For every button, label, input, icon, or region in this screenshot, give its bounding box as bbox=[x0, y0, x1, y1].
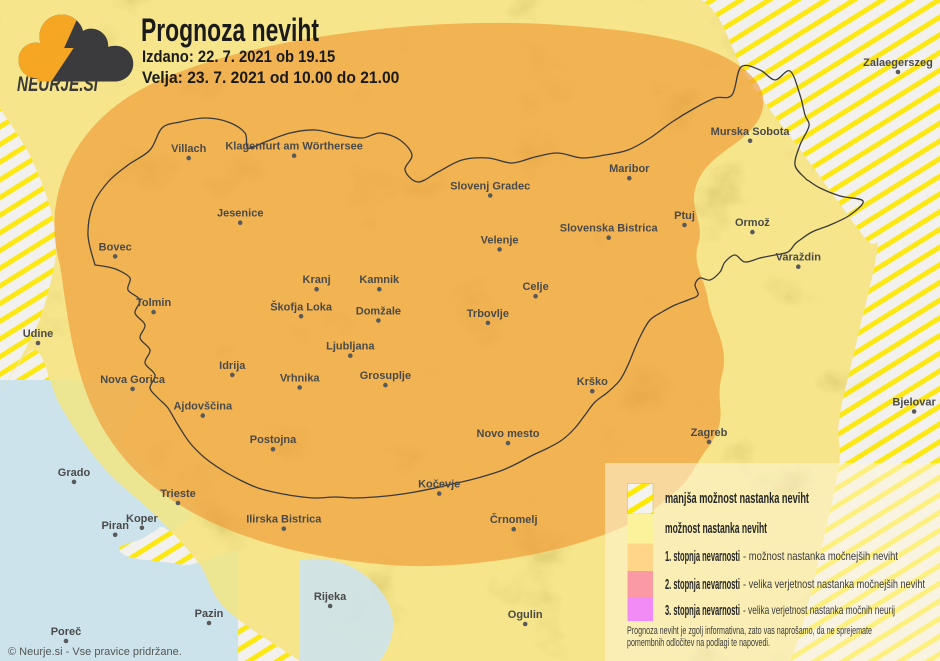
svg-text:© Neurje.si - Vse pravice prid: © Neurje.si - Vse pravice pridržane. bbox=[8, 646, 182, 658]
svg-text:Villach: Villach bbox=[171, 143, 207, 155]
svg-text:- velika verjetnost nastanka m: - velika verjetnost nastanka močnejših n… bbox=[743, 577, 926, 591]
svg-text:Murska Sobota: Murska Sobota bbox=[711, 126, 791, 138]
svg-text:Pazin: Pazin bbox=[195, 608, 224, 620]
svg-text:Rijeka: Rijeka bbox=[314, 591, 347, 603]
svg-text:Maribor: Maribor bbox=[609, 163, 650, 175]
svg-text:Zagreb: Zagreb bbox=[691, 427, 728, 439]
svg-text:Trieste: Trieste bbox=[160, 488, 195, 500]
svg-text:pomembnih odločitev na podlagi: pomembnih odločitev na podlagi te napove… bbox=[627, 637, 770, 649]
svg-text:Ilirska Bistrica: Ilirska Bistrica bbox=[246, 514, 322, 526]
svg-text:Celje: Celje bbox=[522, 281, 548, 293]
svg-text:Vrhnika: Vrhnika bbox=[280, 373, 321, 385]
svg-text:manjša možnost nastanka neviht: manjša možnost nastanka neviht bbox=[665, 490, 809, 507]
svg-text:Kranj: Kranj bbox=[303, 274, 331, 286]
svg-text:Prognoza neviht je zgolj infor: Prognoza neviht je zgolj informativna, z… bbox=[627, 625, 872, 637]
svg-text:Slovenska Bistrica: Slovenska Bistrica bbox=[560, 223, 659, 235]
svg-text:Postojna: Postojna bbox=[250, 434, 297, 446]
svg-text:Velenje: Velenje bbox=[481, 234, 519, 246]
svg-text:Ptuj: Ptuj bbox=[674, 210, 695, 222]
svg-text:Krško: Krško bbox=[577, 376, 608, 388]
svg-text:Ajdovščina: Ajdovščina bbox=[173, 401, 233, 413]
svg-text:Ormož: Ormož bbox=[735, 217, 770, 229]
svg-text:Klagenfurt am Wörthersee: Klagenfurt am Wörthersee bbox=[225, 141, 363, 153]
svg-text:Bjelovar: Bjelovar bbox=[892, 397, 936, 409]
svg-text:Kamnik: Kamnik bbox=[359, 274, 400, 286]
svg-text:Trbovlje: Trbovlje bbox=[467, 308, 509, 320]
svg-text:Udine: Udine bbox=[23, 328, 54, 340]
svg-text:Ogulin: Ogulin bbox=[508, 609, 543, 621]
svg-text:Bovec: Bovec bbox=[99, 241, 132, 253]
svg-text:Grado: Grado bbox=[58, 467, 91, 479]
svg-text:- velika verjetnost nastanka m: - velika verjetnost nastanka močnih neur… bbox=[743, 603, 895, 617]
svg-text:Idrija: Idrija bbox=[219, 360, 246, 372]
svg-text:Novo mesto: Novo mesto bbox=[477, 428, 540, 440]
svg-text:Poreč: Poreč bbox=[51, 626, 82, 638]
svg-text:Varaždin: Varaždin bbox=[776, 252, 822, 264]
svg-text:1. stopnja nevarnosti: 1. stopnja nevarnosti bbox=[665, 548, 740, 565]
svg-text:Tolmin: Tolmin bbox=[136, 297, 172, 309]
svg-text:Koper: Koper bbox=[126, 513, 159, 525]
svg-text:Ljubljana: Ljubljana bbox=[326, 341, 375, 353]
svg-text:Škofja Loka: Škofja Loka bbox=[270, 300, 333, 313]
svg-text:Črnomelj: Črnomelj bbox=[490, 513, 538, 526]
svg-text:2. stopnja nevarnosti: 2. stopnja nevarnosti bbox=[665, 576, 740, 593]
svg-text:Slovenj Gradec: Slovenj Gradec bbox=[450, 181, 530, 193]
svg-text:3. stopnja nevarnosti: 3. stopnja nevarnosti bbox=[665, 602, 740, 619]
svg-text:- možnost nastanka močnejših n: - možnost nastanka močnejših neviht bbox=[743, 549, 899, 563]
svg-text:Zalaegerszeg: Zalaegerszeg bbox=[863, 57, 933, 69]
svg-text:Jesenice: Jesenice bbox=[217, 208, 263, 220]
svg-text:Nova Gorica: Nova Gorica bbox=[100, 374, 166, 386]
svg-text:Grosuplje: Grosuplje bbox=[360, 370, 411, 382]
svg-text:Kočevje: Kočevje bbox=[418, 479, 460, 491]
svg-text:možnost nastanka neviht: možnost nastanka neviht bbox=[665, 520, 767, 537]
svg-text:Domžale: Domžale bbox=[356, 306, 401, 318]
